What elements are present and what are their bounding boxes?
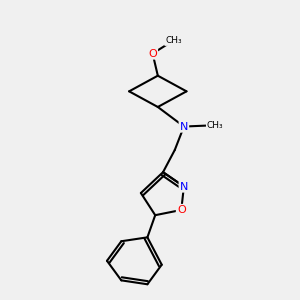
Text: O: O	[177, 205, 186, 215]
Text: N: N	[180, 122, 188, 131]
Text: CH₃: CH₃	[165, 36, 182, 45]
Text: O: O	[148, 49, 157, 58]
Text: CH₃: CH₃	[207, 121, 224, 130]
Text: N: N	[180, 182, 188, 191]
